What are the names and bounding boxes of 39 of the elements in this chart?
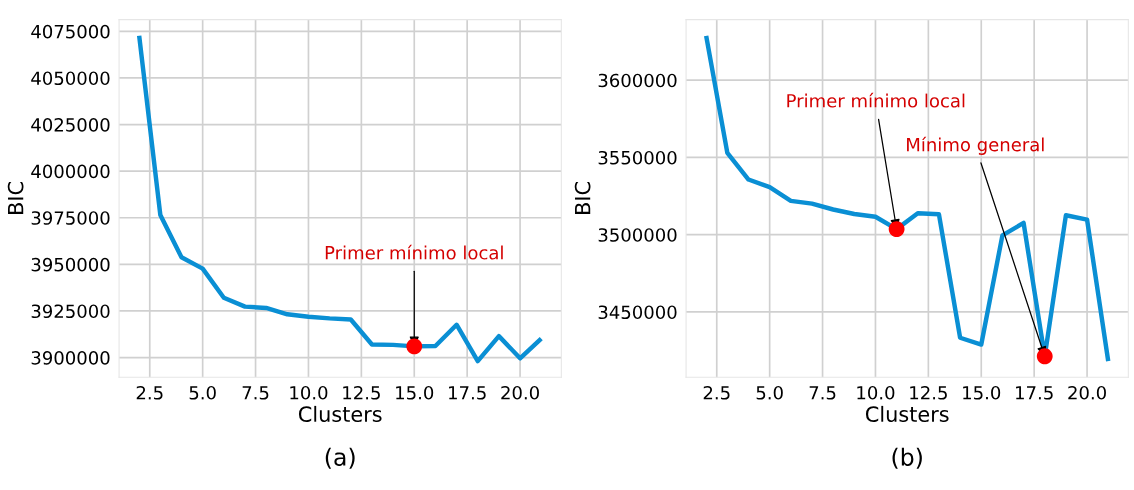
y-tick-label: 4075000 (31, 24, 110, 39)
y-axis-title: BIC (7, 182, 24, 214)
annotation: Primer mínimo local (325, 244, 503, 260)
x-axis-title: Clusters (298, 405, 382, 423)
annotation: Primer mínimo local (787, 92, 965, 108)
annotation: Mínimo general (907, 136, 1044, 155)
x-tick-label: 2.5 (703, 385, 730, 400)
x-tick-label: 7.5 (242, 386, 269, 400)
x-tick-label: 17.5 (1016, 386, 1053, 400)
x-tick-label: 15.0 (396, 385, 434, 400)
text: (a) (325, 447, 355, 469)
x-tick-label: 7.5 (809, 386, 836, 400)
x-tick-label: 12.5 (343, 385, 380, 400)
x-tick-label: 2.5 (136, 385, 163, 400)
x-tick-label: 5.0 (189, 385, 216, 400)
x-axis-title: Clusters (865, 405, 949, 423)
y-tick-label: 3450000 (598, 305, 677, 320)
line-series (703, 33, 1111, 364)
x-tick-label: 20.0 (501, 385, 539, 400)
line-series (136, 33, 544, 364)
x-tick-label: 15.0 (963, 385, 1001, 400)
y-tick-label: 4000000 (31, 164, 110, 179)
y-tick-label: 4050000 (31, 71, 110, 86)
y-tick-label: 3900000 (31, 351, 110, 365)
x-tick-label: 17.5 (449, 386, 486, 400)
x-tick-label: 5.0 (756, 385, 783, 400)
x-tick-label: 10.0 (857, 385, 895, 400)
x-tick-label: 20.0 (1068, 385, 1106, 400)
y-axis-title: BIC (574, 182, 591, 214)
y-tick-label: 3925000 (31, 304, 110, 319)
text: (b) (892, 447, 922, 469)
y-tick-label: 3975000 (31, 211, 110, 225)
x-tick-label: 12.5 (910, 385, 947, 400)
y-tick-label: 3600000 (598, 73, 677, 88)
y-tick-label: 4025000 (31, 118, 110, 132)
y-tick-label: 3950000 (31, 257, 110, 272)
y-tick-label: 3550000 (598, 150, 677, 165)
y-tick-label: 3500000 (598, 228, 677, 242)
x-tick-label: 10.0 (290, 385, 328, 400)
